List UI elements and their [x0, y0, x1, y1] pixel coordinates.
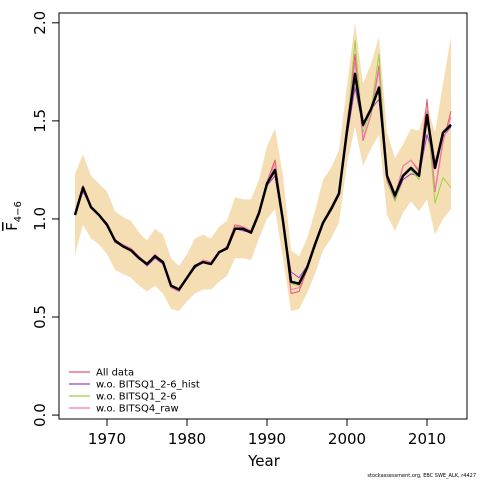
- confidence-band-area: [75, 22, 451, 312]
- legend-label-all-data: All data: [96, 368, 134, 379]
- y-tick-label-0: 0.0: [31, 403, 49, 427]
- series-lines: [73, 39, 452, 294]
- y-axis-title: F4−6: [3, 201, 24, 231]
- y-tick-label-1: 0.5: [31, 305, 49, 329]
- y-axis: 0.0 0.5 1.0 1.5 2.0: [31, 11, 59, 427]
- x-tick-label-2000: 2000: [328, 430, 366, 448]
- confidence-band: [75, 22, 451, 312]
- y-tick-label-2: 1.0: [31, 207, 49, 231]
- legend-label-w-o-bitsq4-raw: w.o. BITSQ4_raw: [96, 404, 179, 415]
- y-axis-title-main: F: [3, 222, 21, 231]
- y-tick-label-3: 1.5: [31, 109, 49, 133]
- x-tick-label-2010: 2010: [408, 430, 446, 448]
- series-line-estimate: [73, 72, 452, 291]
- footer-credit: stockassessment.org, EBC SWE_ALK, r4427: [367, 473, 476, 479]
- x-tick-label-1980: 1980: [168, 430, 206, 448]
- y-axis-title-subscript: 4−6: [13, 201, 24, 222]
- x-tick-label-1990: 1990: [248, 430, 286, 448]
- y-tick-label-4: 2.0: [31, 11, 49, 35]
- x-axis: 1970 1980 1990 2000 2010: [88, 418, 446, 448]
- x-tick-label-1970: 1970: [88, 430, 126, 448]
- legend-label-w-o-bitsq1-2-6-hist: w.o. BITSQ1_2-6_hist: [96, 380, 200, 391]
- legend-label-w-o-bitsq1-2-6: w.o. BITSQ1_2-6: [96, 392, 177, 403]
- x-axis-title: Year: [247, 452, 281, 470]
